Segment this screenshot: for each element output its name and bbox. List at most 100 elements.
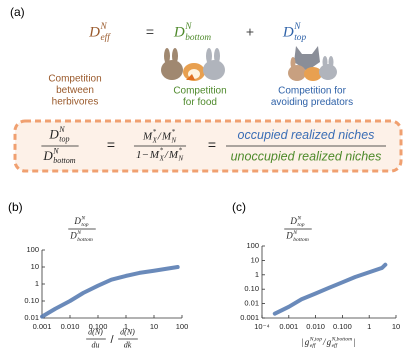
- y-tick-label: 1: [255, 270, 259, 279]
- caption: between: [56, 85, 94, 96]
- panel-label: (b): [8, 200, 23, 214]
- math-sub: eff: [310, 342, 317, 349]
- x-tick-label: 0.100: [333, 322, 352, 331]
- math-text: du: [92, 341, 100, 350]
- y-tick-label: 10: [251, 255, 259, 264]
- math-sup: *: [160, 147, 164, 154]
- y-tick-label: 100: [246, 241, 259, 250]
- math-sup: N: [292, 230, 297, 236]
- math-sup: N: [58, 125, 65, 134]
- x-tick-label: 1: [367, 322, 371, 331]
- y-tick-label: 0.001: [240, 313, 259, 322]
- data-band: [272, 262, 388, 316]
- math-group: M *X / M *N: [142, 129, 177, 144]
- math-base: D: [289, 216, 297, 226]
- operator: +: [246, 24, 254, 40]
- x-tick-label: 0.010: [61, 322, 80, 331]
- x-tick-label: 10: [392, 322, 400, 331]
- math-group: 1− M *X / M *N: [136, 147, 184, 162]
- math-sub: bottom: [293, 237, 309, 243]
- y-tick-label: 1: [35, 279, 39, 288]
- math-sub: eff: [101, 32, 112, 43]
- equation-box: [13, 119, 403, 173]
- y-tick-label: 0.10: [244, 284, 259, 293]
- math-sub: N: [177, 155, 183, 162]
- math-base: g: [305, 337, 310, 347]
- math-base: D: [73, 216, 81, 226]
- math-text: /: [110, 334, 114, 346]
- math-text: d(N): [120, 327, 135, 336]
- panel-label: (c): [232, 200, 246, 214]
- math-sub: top: [297, 222, 304, 228]
- math-base: M: [149, 149, 160, 161]
- y-tick-label: 0.10: [24, 296, 39, 305]
- y-tick-label: 10: [31, 262, 39, 271]
- predator-icons: [288, 46, 337, 81]
- math-base: M: [142, 131, 153, 143]
- math-sup: *: [153, 129, 157, 136]
- math-text: dk: [124, 341, 132, 350]
- math-base: D: [42, 148, 53, 163]
- x-tick-label: 100: [176, 322, 189, 331]
- math-base: M: [168, 149, 179, 161]
- y-tick-label: 0.01: [244, 299, 259, 308]
- x-tick-label: 10: [150, 322, 158, 331]
- math-sub: bottom: [77, 237, 93, 243]
- math-sup: N: [52, 146, 59, 155]
- math-text: /: [157, 131, 162, 143]
- math-text: /: [322, 337, 327, 347]
- math-base: D: [173, 24, 185, 40]
- x-tick-label: 0.010: [306, 322, 325, 331]
- operator: =: [208, 137, 216, 153]
- operator: =: [146, 24, 154, 40]
- math-sub: top: [294, 33, 306, 43]
- data-band: [40, 265, 180, 319]
- x-tick-label: 1: [124, 322, 128, 331]
- math-text: d(N): [88, 327, 103, 336]
- y-tick-label: 100: [26, 245, 39, 254]
- niche-text: unoccupied realized niches: [231, 149, 382, 163]
- math-sub: top: [59, 135, 69, 144]
- math-sup: N: [100, 22, 108, 32]
- math-base: D: [282, 24, 294, 40]
- caption: Competition for: [278, 86, 346, 97]
- math-sup: N: [296, 215, 301, 221]
- math-sub: N: [171, 137, 177, 144]
- math-base: D: [88, 24, 100, 40]
- caption: for food: [183, 97, 217, 108]
- panel-label: (a): [10, 5, 25, 19]
- math-sub: top: [81, 222, 88, 228]
- math-sup: N,bottom: [331, 337, 353, 343]
- math-group: d(N): [88, 327, 103, 336]
- math-base: M: [161, 131, 172, 143]
- math-group: dk: [124, 341, 132, 350]
- math-sub: X: [152, 137, 158, 144]
- x-tick-label: 0.001: [33, 322, 52, 331]
- math-base: g: [327, 337, 332, 347]
- caption: Competition: [173, 86, 226, 97]
- math-sub: X: [159, 155, 165, 162]
- math-sup: N: [184, 22, 192, 32]
- math-text: /: [164, 149, 169, 161]
- math-text: |: [353, 337, 355, 347]
- math-text: |: [301, 337, 303, 347]
- caption: Competition: [48, 74, 101, 85]
- math-sup: *: [178, 147, 182, 154]
- math-sup: N: [293, 22, 301, 32]
- x-tick-label: 0.001: [279, 322, 298, 331]
- math-text: 1−: [136, 149, 149, 161]
- math-sub: bottom: [53, 156, 76, 165]
- caption: herbivores: [52, 97, 99, 108]
- y-tick-label: 0.01: [24, 313, 39, 322]
- math-base: D: [285, 231, 293, 241]
